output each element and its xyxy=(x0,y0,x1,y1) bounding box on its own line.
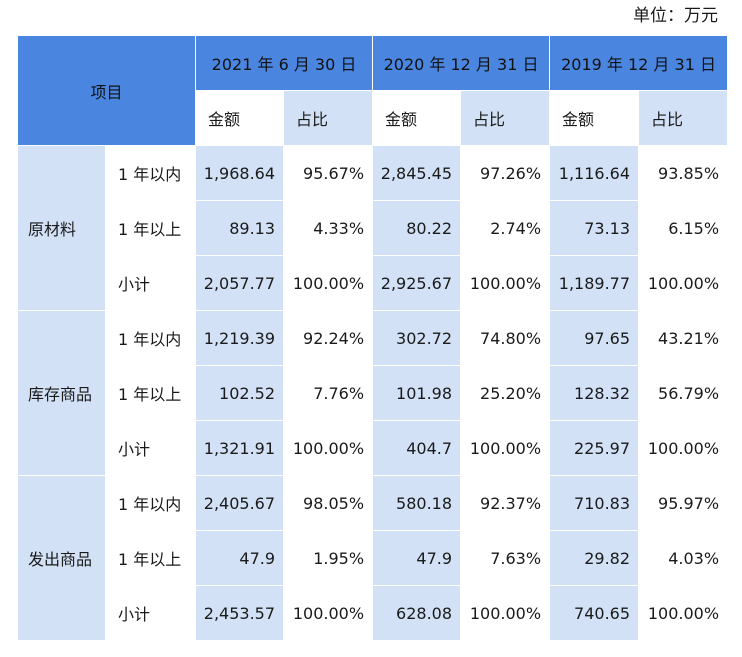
header-amount: 金额 xyxy=(195,90,285,146)
table-row: 小计 1,321.91 100.00% 404.7 100.00% 225.97… xyxy=(18,420,729,476)
table-row: 小计 2,057.77 100.00% 2,925.67 100.00% 1,1… xyxy=(18,255,729,311)
ratio-cell: 100.00% xyxy=(460,420,551,476)
ratio-cell: 97.26% xyxy=(460,145,551,201)
ratio-cell: 56.79% xyxy=(638,365,729,421)
header-ratio: 占比 xyxy=(283,90,374,146)
amount-cell: 2,057.77 xyxy=(195,255,285,311)
ratio-cell: 100.00% xyxy=(460,255,551,311)
ratio-cell: 74.80% xyxy=(460,310,551,366)
header-period-2020-12-31: 2020 年 12 月 31 日 xyxy=(372,35,551,91)
ratio-cell: 100.00% xyxy=(460,585,551,641)
period-label: 小计 xyxy=(104,585,197,641)
amount-cell: 1,116.64 xyxy=(549,145,640,201)
amount-cell: 628.08 xyxy=(372,585,462,641)
amount-cell: 1,321.91 xyxy=(195,420,285,476)
table-row: 发出商品 1 年以内 2,405.67 98.05% 580.18 92.37%… xyxy=(17,475,729,641)
header-amount: 金额 xyxy=(549,90,640,146)
amount-cell: 404.7 xyxy=(372,420,462,476)
amount-cell: 47.9 xyxy=(372,530,462,586)
amount-cell: 2,453.57 xyxy=(195,585,285,641)
ratio-cell: 100.00% xyxy=(283,255,374,311)
amount-cell: 225.97 xyxy=(549,420,640,476)
ratio-cell: 1.95% xyxy=(283,530,374,586)
ratio-cell: 92.24% xyxy=(283,310,374,366)
ratio-cell: 25.20% xyxy=(460,365,551,421)
ratio-cell: 100.00% xyxy=(638,585,729,641)
amount-cell: 97.65 xyxy=(549,310,640,366)
period-label: 1 年以内 xyxy=(104,145,197,201)
amount-cell: 29.82 xyxy=(549,530,640,586)
ratio-cell: 4.03% xyxy=(638,530,729,586)
table-row: 1 年以上 102.52 7.76% 101.98 25.20% 128.32 … xyxy=(18,365,729,421)
period-label: 1 年以内 xyxy=(104,475,197,531)
category-label: 原材料 xyxy=(17,145,106,311)
header-period-2021-06-30: 2021 年 6 月 30 日 xyxy=(195,35,374,91)
amount-cell: 302.72 xyxy=(372,310,462,366)
ratio-cell: 6.15% xyxy=(638,200,729,256)
header-amount: 金额 xyxy=(372,90,462,146)
table-row: 小计 2,453.57 100.00% 628.08 100.00% 740.6… xyxy=(18,585,729,641)
amount-cell: 1,189.77 xyxy=(549,255,640,311)
period-label: 1 年以上 xyxy=(104,530,197,586)
ratio-cell: 93.85% xyxy=(638,145,729,201)
amount-cell: 80.22 xyxy=(372,200,462,256)
header-period-2019-12-31: 2019 年 12 月 31 日 xyxy=(549,35,729,91)
unit-note: 单位：万元 xyxy=(633,6,718,26)
ratio-cell: 2.74% xyxy=(460,200,551,256)
table-row: 1 年以上 47.9 1.95% 47.9 7.63% 29.82 4.03% xyxy=(18,530,729,586)
table-body: 原材料 1 年以内 1,968.64 95.67% 2,845.45 97.26… xyxy=(17,145,729,641)
amount-cell: 2,845.45 xyxy=(372,145,462,201)
category-label: 发出商品 xyxy=(17,475,106,641)
inventory-aging-table: 项目 2021 年 6 月 30 日 2020 年 12 月 31 日 2019… xyxy=(16,35,729,641)
ratio-cell: 7.63% xyxy=(460,530,551,586)
amount-cell: 1,219.39 xyxy=(195,310,285,366)
ratio-cell: 100.00% xyxy=(283,420,374,476)
ratio-cell: 95.67% xyxy=(283,145,374,201)
amount-cell: 1,968.64 xyxy=(195,145,285,201)
amount-cell: 2,925.67 xyxy=(372,255,462,311)
period-label: 小计 xyxy=(104,420,197,476)
period-label: 1 年以内 xyxy=(104,310,197,366)
amount-cell: 128.32 xyxy=(549,365,640,421)
category-label: 库存商品 xyxy=(17,310,106,476)
header-ratio: 占比 xyxy=(460,90,551,146)
amount-cell: 740.65 xyxy=(549,585,640,641)
ratio-cell: 98.05% xyxy=(283,475,374,531)
amount-cell: 102.52 xyxy=(195,365,285,421)
period-label: 1 年以上 xyxy=(104,200,197,256)
ratio-cell: 92.37% xyxy=(460,475,551,531)
table-row: 库存商品 1 年以内 1,219.39 92.24% 302.72 74.80%… xyxy=(17,310,729,476)
amount-cell: 47.9 xyxy=(195,530,285,586)
header-ratio: 占比 xyxy=(638,90,729,146)
table-row: 1 年以上 89.13 4.33% 80.22 2.74% 73.13 6.15… xyxy=(18,200,729,256)
amount-cell: 73.13 xyxy=(549,200,640,256)
period-label: 1 年以上 xyxy=(104,365,197,421)
period-label: 小计 xyxy=(104,255,197,311)
amount-cell: 2,405.67 xyxy=(195,475,285,531)
ratio-cell: 100.00% xyxy=(638,420,729,476)
ratio-cell: 43.21% xyxy=(638,310,729,366)
amount-cell: 101.98 xyxy=(372,365,462,421)
header-item: 项目 xyxy=(16,35,197,146)
ratio-cell: 4.33% xyxy=(283,200,374,256)
amount-cell: 710.83 xyxy=(549,475,640,531)
ratio-cell: 100.00% xyxy=(283,585,374,641)
table-row: 原材料 1 年以内 1,968.64 95.67% 2,845.45 97.26… xyxy=(17,145,729,311)
ratio-cell: 100.00% xyxy=(638,255,729,311)
ratio-cell: 95.97% xyxy=(638,475,729,531)
ratio-cell: 7.76% xyxy=(283,365,374,421)
amount-cell: 89.13 xyxy=(195,200,285,256)
amount-cell: 580.18 xyxy=(372,475,462,531)
